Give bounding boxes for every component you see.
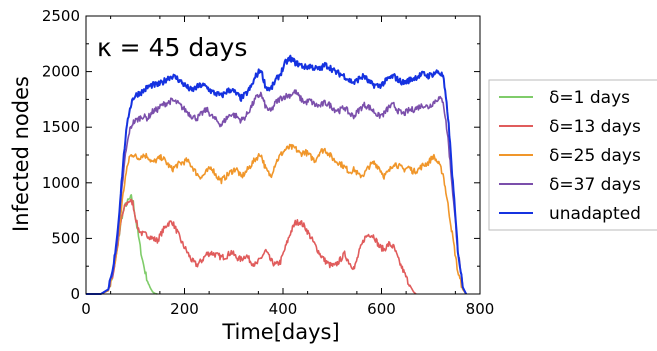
series-line-4: [85, 89, 467, 295]
y-tick-label: 2500: [42, 7, 80, 25]
series-line-3: [85, 143, 467, 295]
y-tick-label: 500: [51, 229, 80, 247]
legend-label: δ=1 days: [549, 88, 630, 108]
axes-layer: 0 200 400 600 800 0 500 1000 1500 2000 2500: [42, 7, 495, 318]
y-tick-label: 1500: [42, 118, 80, 136]
series-layer: [85, 54, 468, 295]
legend-label: unadapted: [549, 204, 641, 224]
legend-label: δ=37 days: [549, 175, 641, 195]
y-tick-label: 1000: [42, 174, 80, 192]
series-line-2: [85, 198, 417, 295]
x-tick-label: 800: [466, 300, 495, 318]
kappa-annotation: κ = 45 days: [97, 33, 247, 62]
x-axis-title: Time[days]: [221, 320, 339, 344]
legend: δ=1 days δ=13 days δ=25 days δ=37 days unada…: [488, 79, 657, 231]
y-tick-label: 0: [70, 285, 80, 303]
x-tick-label: 200: [170, 300, 199, 318]
x-tick-label: 600: [367, 300, 396, 318]
y-axis-title: Infected nodes: [9, 76, 33, 232]
legend-box: [488, 79, 657, 231]
y-tick-label: 2000: [42, 63, 80, 81]
legend-label: δ=25 days: [549, 146, 641, 166]
legend-label: δ=13 days: [549, 117, 641, 137]
x-tick-label: 0: [81, 300, 91, 318]
x-tick-label: 400: [269, 300, 298, 318]
series-line-5: [85, 54, 468, 295]
